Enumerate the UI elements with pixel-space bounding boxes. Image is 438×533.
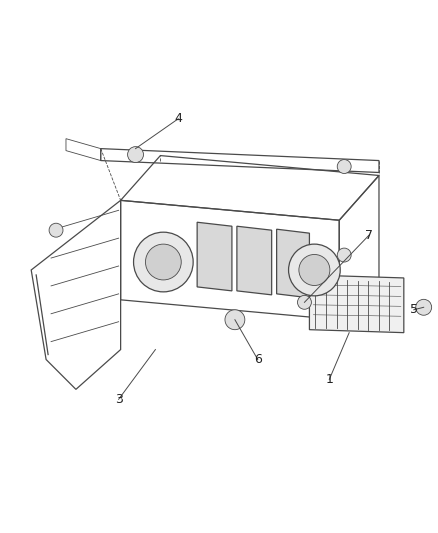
Circle shape [49,223,63,237]
Text: 7: 7 [365,229,373,241]
Circle shape [225,310,245,330]
Circle shape [297,295,311,309]
Polygon shape [197,222,232,291]
Circle shape [416,300,431,315]
Text: 6: 6 [254,353,261,366]
Text: 3: 3 [115,393,123,406]
Circle shape [299,254,330,286]
Circle shape [337,159,351,173]
Circle shape [289,244,340,296]
Polygon shape [277,229,309,298]
Circle shape [145,244,181,280]
Circle shape [337,248,351,262]
Text: 5: 5 [410,303,418,316]
Text: 4: 4 [174,112,182,125]
Polygon shape [309,275,404,333]
Text: 1: 1 [325,373,333,386]
Polygon shape [237,226,272,295]
Circle shape [134,232,193,292]
Circle shape [127,147,144,163]
